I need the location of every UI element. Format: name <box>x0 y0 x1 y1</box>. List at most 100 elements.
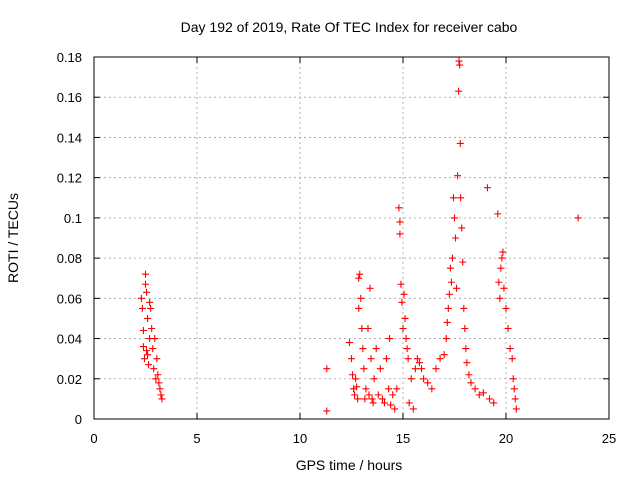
data-point <box>378 395 386 403</box>
axis-ticks <box>93 56 610 420</box>
y-tick-label: 0.18 <box>57 50 82 65</box>
x-tick-label: 25 <box>602 431 616 446</box>
data-point <box>365 391 373 399</box>
chart-title: Day 192 of 2019, Rate Of TEC Index for r… <box>181 19 518 35</box>
data-point <box>140 355 148 363</box>
x-tick-label: 0 <box>90 431 97 446</box>
data-point <box>149 345 157 353</box>
data-point <box>455 87 463 95</box>
data-point <box>456 61 464 69</box>
data-point <box>445 290 453 298</box>
data-point <box>454 172 462 180</box>
data-point <box>483 184 491 192</box>
data-point <box>353 383 361 391</box>
data-point <box>494 210 502 218</box>
data-point <box>495 278 503 286</box>
data-point <box>405 399 413 407</box>
data-point <box>372 345 380 353</box>
data-point <box>442 335 450 343</box>
data-point <box>436 355 444 363</box>
data-point <box>465 371 473 379</box>
data-point <box>147 304 155 312</box>
data-point <box>142 280 149 288</box>
y-tick-label: 0.1 <box>64 211 82 226</box>
data-point <box>399 325 407 332</box>
data-point <box>458 224 466 232</box>
y-tick-label: 0.04 <box>57 332 82 347</box>
data-point <box>475 391 483 399</box>
data-point <box>446 264 454 272</box>
data-point <box>432 365 440 373</box>
data-point <box>154 371 162 379</box>
data-point <box>367 355 375 363</box>
grid-lines <box>94 57 609 419</box>
data-point <box>455 57 463 65</box>
data-point <box>376 365 384 373</box>
data-point <box>402 335 410 343</box>
data-point <box>370 375 378 383</box>
data-point <box>355 274 363 282</box>
data-point <box>415 359 423 367</box>
data-point <box>397 280 405 288</box>
plot-frame <box>93 56 610 420</box>
data-point <box>496 294 504 302</box>
data-point <box>139 327 147 335</box>
data-point <box>152 375 160 383</box>
data-point <box>387 401 395 409</box>
data-point <box>351 391 359 399</box>
data-point <box>509 375 517 383</box>
data-point <box>366 284 374 292</box>
x-tick-label: 15 <box>396 431 410 446</box>
data-point <box>393 385 401 393</box>
data-points <box>137 57 582 415</box>
data-point <box>356 270 364 278</box>
data-point <box>462 345 470 353</box>
data-point <box>151 335 159 343</box>
data-point <box>349 371 357 379</box>
data-point <box>139 343 147 351</box>
data-point <box>150 365 158 373</box>
data-point <box>499 248 507 256</box>
data-point <box>407 375 415 383</box>
data-point <box>404 355 412 363</box>
data-point <box>424 379 432 387</box>
y-axis-label: ROTI / TECUs <box>5 193 21 283</box>
data-point <box>369 399 377 407</box>
data-point <box>358 325 366 332</box>
data-point <box>158 395 166 403</box>
y-tick-label: 0 <box>75 412 82 427</box>
data-point <box>395 204 403 212</box>
data-point <box>142 270 149 278</box>
data-point <box>144 351 152 359</box>
data-point <box>440 351 448 359</box>
data-point <box>389 391 397 399</box>
data-point <box>153 355 161 363</box>
data-point <box>385 385 393 393</box>
data-point <box>156 385 164 393</box>
data-point <box>511 395 519 403</box>
data-point <box>574 214 582 222</box>
data-point <box>400 290 408 298</box>
data-point <box>354 395 362 403</box>
data-point <box>362 385 370 393</box>
data-point <box>323 407 331 415</box>
y-tick-label: 0.02 <box>57 372 82 387</box>
data-point <box>145 361 153 369</box>
data-point <box>155 379 163 387</box>
data-point <box>361 395 369 403</box>
axis-tick-labels: 0 5 10 15 20 25 0 0.02 0.04 0.06 0.08 0.1 0.12 0.14 0.… <box>57 50 617 446</box>
data-point <box>403 345 411 353</box>
data-point <box>360 365 368 373</box>
data-point <box>138 304 146 312</box>
data-point <box>380 399 388 407</box>
data-point <box>355 304 363 312</box>
data-point <box>146 298 154 306</box>
x-tick-label: 10 <box>293 431 307 446</box>
data-point <box>512 405 520 413</box>
data-point <box>401 314 409 322</box>
data-point <box>449 194 457 202</box>
data-point <box>398 298 406 306</box>
data-point <box>506 345 514 353</box>
data-point <box>456 139 464 147</box>
